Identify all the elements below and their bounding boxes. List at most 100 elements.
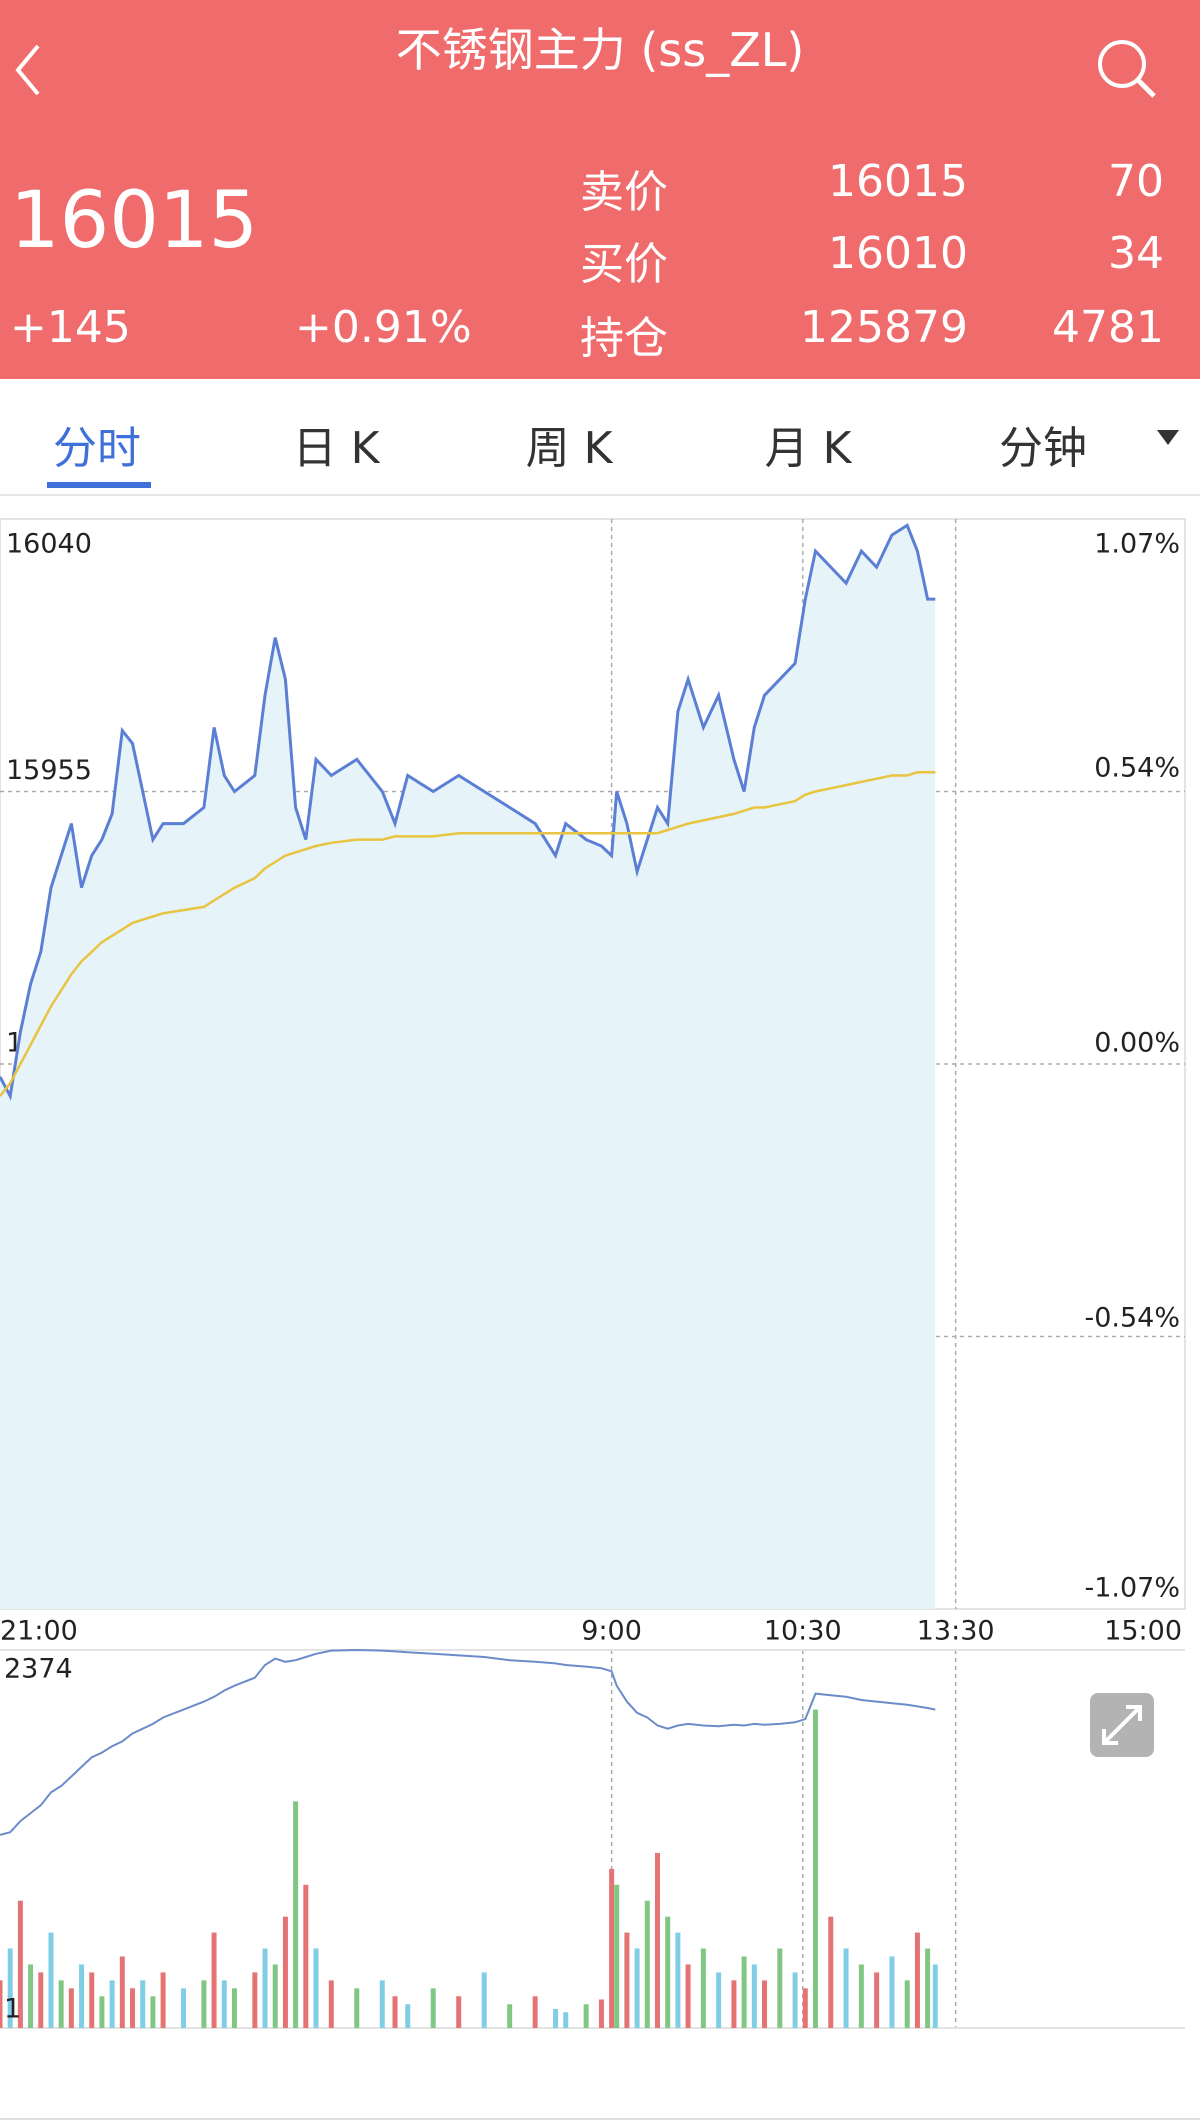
- volume-bar: [48, 1932, 54, 2028]
- search-button[interactable]: [1090, 34, 1160, 104]
- expand-button[interactable]: [1090, 1693, 1154, 1757]
- volume-bar: [624, 1932, 630, 2028]
- y2-tick-label: 1.07%: [1094, 529, 1180, 560]
- volume-bar: [481, 1972, 487, 2028]
- volume-bar: [119, 1956, 125, 2028]
- volume-bar: [201, 1980, 207, 2028]
- volume-bar: [858, 1964, 864, 2028]
- volume-bar: [211, 1932, 217, 2028]
- volume-bar: [532, 1996, 538, 2028]
- last-price: 16015: [10, 176, 259, 266]
- volume-bar: [140, 1980, 146, 2028]
- volume-bar: [79, 1964, 85, 2028]
- quote-price: 125879: [800, 302, 968, 353]
- back-button[interactable]: [8, 40, 48, 100]
- title: 不锈钢主力 (ss_ZL): [395, 23, 805, 77]
- volume-bar: [328, 1980, 334, 2028]
- tab[interactable]: 周 K: [525, 423, 613, 474]
- volume-bar: [272, 1964, 278, 2028]
- tab[interactable]: 日 K: [292, 423, 380, 474]
- volume-bar: [675, 1932, 681, 2028]
- volume-bar: [282, 1916, 288, 2028]
- dropdown-arrow[interactable]: [1155, 428, 1181, 448]
- price-line: [0, 523, 936, 1101]
- x-tick-label: 15:00: [1104, 1616, 1182, 1647]
- header: 不锈钢主力 (ss_ZL) 16015 +145 +0.91% 卖价 16015…: [0, 0, 1200, 379]
- volume-bar: [741, 1956, 747, 2028]
- volume-bar: [293, 1801, 299, 2028]
- volume-bar: [925, 1948, 931, 2028]
- volume-bar: [762, 1980, 768, 2028]
- volume-bar: [17, 1900, 23, 2028]
- volume-bar: [392, 1996, 398, 2028]
- tab[interactable]: 分时: [53, 423, 141, 474]
- volume-bar: [716, 1972, 722, 2028]
- volume-bar: [180, 1988, 186, 2028]
- open-interest-line: [0, 1648, 936, 1836]
- volume-bar: [379, 1980, 385, 2028]
- volume-bar: [456, 1996, 462, 2028]
- volume-bar: [160, 1972, 166, 2028]
- volume-bar: [150, 1996, 156, 2028]
- volume-bar: [634, 1948, 640, 2028]
- volume-bar: [0, 1980, 3, 2028]
- volume-bar: [405, 2004, 411, 2028]
- quote-volume: 70: [1108, 156, 1164, 207]
- volume-bar: [751, 1964, 757, 2028]
- quote-volume: 34: [1108, 228, 1164, 279]
- volume-bar: [685, 1964, 691, 2028]
- quote-volume: 4781: [1052, 302, 1164, 353]
- change-pct: +0.91%: [295, 302, 472, 353]
- volume-bar: [28, 1964, 34, 2028]
- y2-tick-label: 0.54%: [1094, 752, 1180, 783]
- quote-price: 16010: [828, 228, 968, 279]
- volume-bar: [665, 1916, 671, 2028]
- volume-bar: [802, 1988, 808, 2028]
- volume-bar: [354, 1988, 360, 2028]
- volume-bar: [609, 1868, 615, 2028]
- volume-bar: [777, 1948, 783, 2028]
- x-tick-label: 13:30: [917, 1616, 995, 1647]
- volume-bar: [644, 1900, 650, 2028]
- y-tick-label: 15955: [6, 755, 92, 786]
- x-tick-label: 21:00: [0, 1616, 78, 1647]
- volume-bar: [731, 1980, 737, 2028]
- volume-bar: [262, 1948, 268, 2028]
- volume-bar: [904, 1980, 910, 2028]
- quote-label: 卖价: [580, 167, 668, 218]
- volume-bar: [889, 1956, 895, 2028]
- volume-bar: [68, 1988, 74, 2028]
- volume-bar: [252, 1972, 258, 2028]
- volume-bar: [563, 2012, 569, 2028]
- volume-bar: [598, 1999, 604, 2028]
- price-line: [0, 771, 936, 1097]
- y-tick-label: 2374: [4, 1654, 73, 1685]
- volume-bar: [231, 1988, 237, 2028]
- volume-bar: [914, 1932, 920, 2028]
- y2-tick-label: -0.54%: [1084, 1303, 1180, 1334]
- volume-bar: [843, 1948, 849, 2028]
- volume-bar: [99, 1996, 105, 2028]
- x-tick-label: 10:30: [764, 1616, 842, 1647]
- y2-tick-label: 0.00%: [1094, 1028, 1180, 1059]
- volume-bar: [221, 1980, 227, 2028]
- tab[interactable]: 月 K: [764, 423, 852, 474]
- volume-bar: [507, 2004, 513, 2028]
- volume-bar: [700, 1948, 706, 2028]
- volume-bar: [38, 1972, 44, 2028]
- volume-bar: [828, 1916, 834, 2028]
- tab[interactable]: 分钟: [999, 423, 1087, 474]
- tab-underline: [47, 482, 151, 488]
- price-area: [0, 525, 936, 1609]
- volume-bar: [614, 1884, 620, 2028]
- volume-bar: [313, 1948, 319, 2028]
- volume-bar: [7, 1948, 13, 2028]
- volume-bar: [58, 1980, 64, 2028]
- volume-bar: [812, 1709, 818, 2028]
- volume-bar: [89, 1972, 95, 2028]
- quote-label: 持仓: [580, 313, 668, 364]
- quote-label: 买价: [580, 239, 668, 290]
- y-tick-label: 1: [4, 1994, 21, 2025]
- chart: 16040159551587015785157001.07%0.54%0.00%…: [0, 518, 1200, 2120]
